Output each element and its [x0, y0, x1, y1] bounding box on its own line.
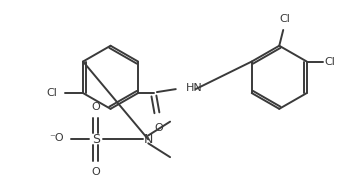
Text: O: O — [154, 123, 163, 133]
Text: O: O — [91, 167, 100, 177]
Text: N: N — [143, 133, 153, 146]
Text: S: S — [92, 133, 100, 146]
Text: HN: HN — [186, 83, 202, 93]
Text: ⁻O: ⁻O — [49, 133, 64, 143]
Text: Cl: Cl — [325, 57, 336, 66]
Text: O: O — [91, 102, 100, 112]
Text: Cl: Cl — [46, 88, 57, 98]
Text: Cl: Cl — [280, 14, 290, 24]
